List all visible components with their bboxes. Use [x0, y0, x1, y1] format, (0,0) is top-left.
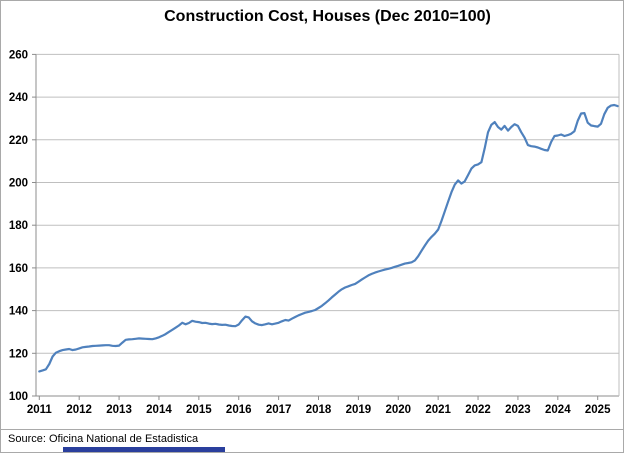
y-axis-label: 220 [9, 135, 28, 147]
x-axis-label: 2019 [346, 404, 372, 416]
x-axis-label: 2013 [106, 404, 132, 416]
y-axis-label: 120 [9, 348, 28, 360]
y-axis-label: 200 [9, 178, 28, 190]
x-axis-label: 2015 [186, 404, 212, 416]
x-axis-label: 2018 [306, 404, 332, 416]
x-axis-label: 2025 [585, 404, 611, 416]
gridlines [36, 53, 619, 354]
x-axis-label: 2024 [545, 404, 571, 416]
x-axis-label: 2020 [385, 404, 411, 416]
y-axis-labels: 100 120 140 160 180 200 220 240 260 [9, 49, 28, 403]
chart-title: Construction Cost, Houses (Dec 2010=100) [164, 8, 491, 25]
x-axis-label: 2022 [465, 404, 491, 416]
y-axis-label: 180 [9, 220, 28, 232]
bottom-blue-bar [63, 447, 225, 452]
y-axis-label: 100 [9, 391, 28, 403]
axes [32, 53, 620, 400]
data-line [38, 103, 619, 373]
y-axis-label: 160 [9, 263, 28, 275]
x-axis-label: 2021 [425, 404, 451, 416]
x-axis-label: 2016 [226, 404, 252, 416]
x-axis-labels: 2011 2012 2013 2014 2015 2016 2017 2018 2019 2020… [27, 404, 611, 416]
x-axis-label: 2011 [27, 404, 53, 416]
y-axis-label: 260 [9, 49, 28, 61]
x-axis-label: 2023 [505, 404, 531, 416]
source-caption: Source: Oficina National de Estadistica [8, 433, 199, 445]
x-axis-label: 2014 [146, 404, 172, 416]
y-axis-label: 240 [9, 92, 28, 104]
x-axis-label: 2017 [266, 404, 292, 416]
x-axis-label: 2012 [66, 404, 92, 416]
y-axis-label: 140 [9, 306, 28, 318]
chart-footer-divider [1, 429, 623, 430]
